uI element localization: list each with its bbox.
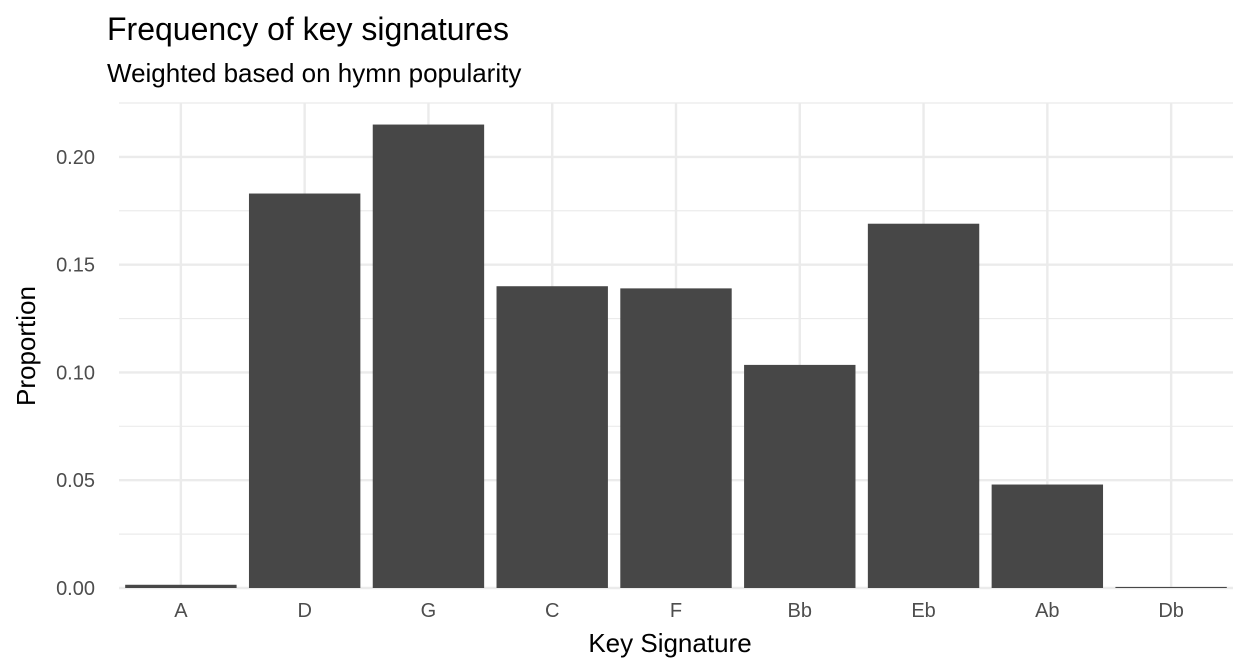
bar-a [125, 584, 237, 588]
bar-eb [867, 223, 980, 588]
x-tick-label-ab: Ab [1035, 600, 1059, 622]
y-tick-label: 0.15 [56, 255, 95, 277]
bar-f [620, 288, 732, 588]
bar-g [372, 124, 485, 589]
x-tick-label-d: D [297, 600, 311, 622]
x-tick-label-eb: Eb [911, 600, 935, 622]
bar-layer [125, 124, 1227, 589]
bar-d [248, 193, 361, 589]
chart-subtitle: Weighted based on hymn popularity [107, 58, 521, 88]
y-tick-label: 0.10 [56, 362, 95, 384]
x-tick-label-db: Db [1158, 600, 1184, 622]
y-tick-labels: 0.00 0.05 0.10 0.15 0.20 [56, 147, 95, 600]
x-axis-title: Key Signature [588, 628, 751, 658]
chart-title: Frequency of key signatures [107, 11, 509, 47]
x-tick-label-bb: Bb [788, 600, 812, 622]
bar-c [496, 286, 608, 588]
x-tick-labels: A D G C F Bb Eb Ab Db [174, 600, 1184, 622]
y-tick-label: 0.00 [56, 578, 95, 600]
bar-ab [991, 484, 1104, 588]
y-axis-title: Proportion [11, 286, 41, 406]
y-tick-label: 0.20 [56, 147, 95, 169]
x-tick-label-g: G [421, 600, 437, 622]
x-tick-label-a: A [174, 600, 188, 622]
bar-db [1115, 586, 1227, 588]
bar-bb [744, 364, 856, 588]
x-tick-label-f: F [670, 600, 682, 622]
x-tick-label-c: C [545, 600, 559, 622]
y-tick-label: 0.05 [56, 470, 95, 492]
